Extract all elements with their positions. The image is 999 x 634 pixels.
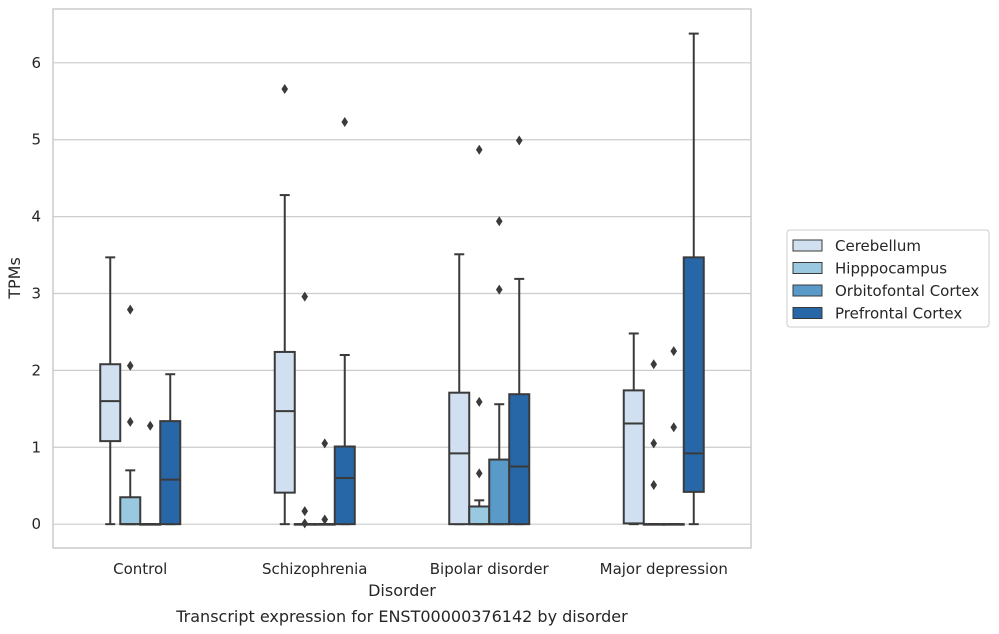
legend-frame [786, 229, 990, 328]
outlier-marker [475, 396, 483, 407]
outlier-marker [650, 359, 658, 370]
y-axis-ticks: 0 1 2 3 4 5 6 [31, 54, 41, 533]
legend-swatch [792, 284, 823, 297]
box-plot [468, 144, 491, 526]
x-axis-ticks: Control Schizophrenia Bipolar disorder Majo… [113, 560, 728, 578]
outlier-marker [301, 291, 309, 302]
box-iqr [508, 393, 531, 526]
y-tick-label: 2 [31, 361, 41, 379]
y-tick-label: 3 [31, 284, 41, 302]
box-iqr [448, 391, 471, 526]
legend-label: Prefrontal Cortex [835, 305, 962, 323]
outlier-marker [475, 468, 483, 479]
y-axis-title: TPMs [5, 257, 24, 300]
y-tick-label: 0 [31, 515, 41, 533]
outlier-marker [281, 83, 289, 94]
box-plot [662, 346, 685, 526]
box-iqr [488, 458, 511, 526]
box-iqr [333, 445, 356, 526]
box-plot [159, 373, 182, 526]
y-tick-label: 1 [31, 438, 41, 456]
box-iqr [682, 256, 705, 493]
box-iqr [119, 496, 142, 526]
box-iqr [622, 389, 645, 525]
outlier-marker [146, 420, 154, 431]
chart-caption: Transcript expression for ENST0000037614… [175, 607, 628, 626]
legend-swatch [792, 262, 823, 274]
outlier-marker [515, 135, 523, 146]
x-tick-label: Control [113, 560, 167, 578]
legend-swatch [792, 239, 823, 252]
y-tick-label: 6 [31, 54, 41, 72]
gridlines [53, 62, 751, 525]
outlier-marker [495, 284, 503, 295]
box-plot [139, 420, 162, 526]
outlier-marker [126, 304, 134, 315]
outlier-marker [475, 144, 483, 155]
box-plot [508, 135, 531, 526]
outlier-marker [650, 438, 658, 449]
box-iqr [159, 420, 182, 526]
box-plot [333, 117, 356, 526]
box-plot [99, 256, 122, 526]
legend-label: Hipppocampus [835, 260, 947, 278]
legend-label: Cerebellum [835, 237, 921, 255]
outlier-marker [650, 479, 658, 490]
outlier-marker [670, 422, 678, 433]
box-series [99, 32, 705, 529]
outlier-marker [321, 438, 329, 449]
outlier-marker [495, 216, 503, 227]
box-plot [273, 83, 296, 526]
x-tick-label: Schizophrenia [262, 560, 367, 578]
y-tick-label: 4 [31, 208, 41, 226]
plot-frame [52, 8, 752, 549]
box-plot [448, 253, 471, 526]
y-tick-label: 5 [31, 131, 41, 149]
box-plot [682, 32, 705, 526]
legend: Cerebellum Hipppocampus Orbitofontal Corte… [786, 229, 990, 328]
outlier-marker [126, 360, 134, 371]
legend-label: Orbitofontal Cortex [835, 282, 979, 300]
box-iqr [468, 505, 491, 526]
x-axis-title: Disorder [368, 581, 436, 600]
box-plot [313, 438, 336, 526]
outlier-marker [341, 117, 349, 128]
box-iqr [273, 350, 296, 494]
box-plot [119, 304, 142, 526]
outlier-marker [126, 416, 134, 427]
box-iqr [99, 363, 122, 443]
x-tick-label: Bipolar disorder [430, 560, 550, 578]
outlier-marker [301, 506, 309, 517]
box-plot [488, 216, 511, 526]
outlier-marker [301, 518, 309, 529]
x-tick-label: Major depression [600, 560, 728, 578]
box-plot [642, 359, 665, 526]
legend-swatch [792, 307, 823, 319]
box-plot [622, 332, 645, 526]
outlier-marker [321, 514, 329, 525]
box-plot [293, 291, 316, 529]
outlier-marker [670, 346, 678, 357]
